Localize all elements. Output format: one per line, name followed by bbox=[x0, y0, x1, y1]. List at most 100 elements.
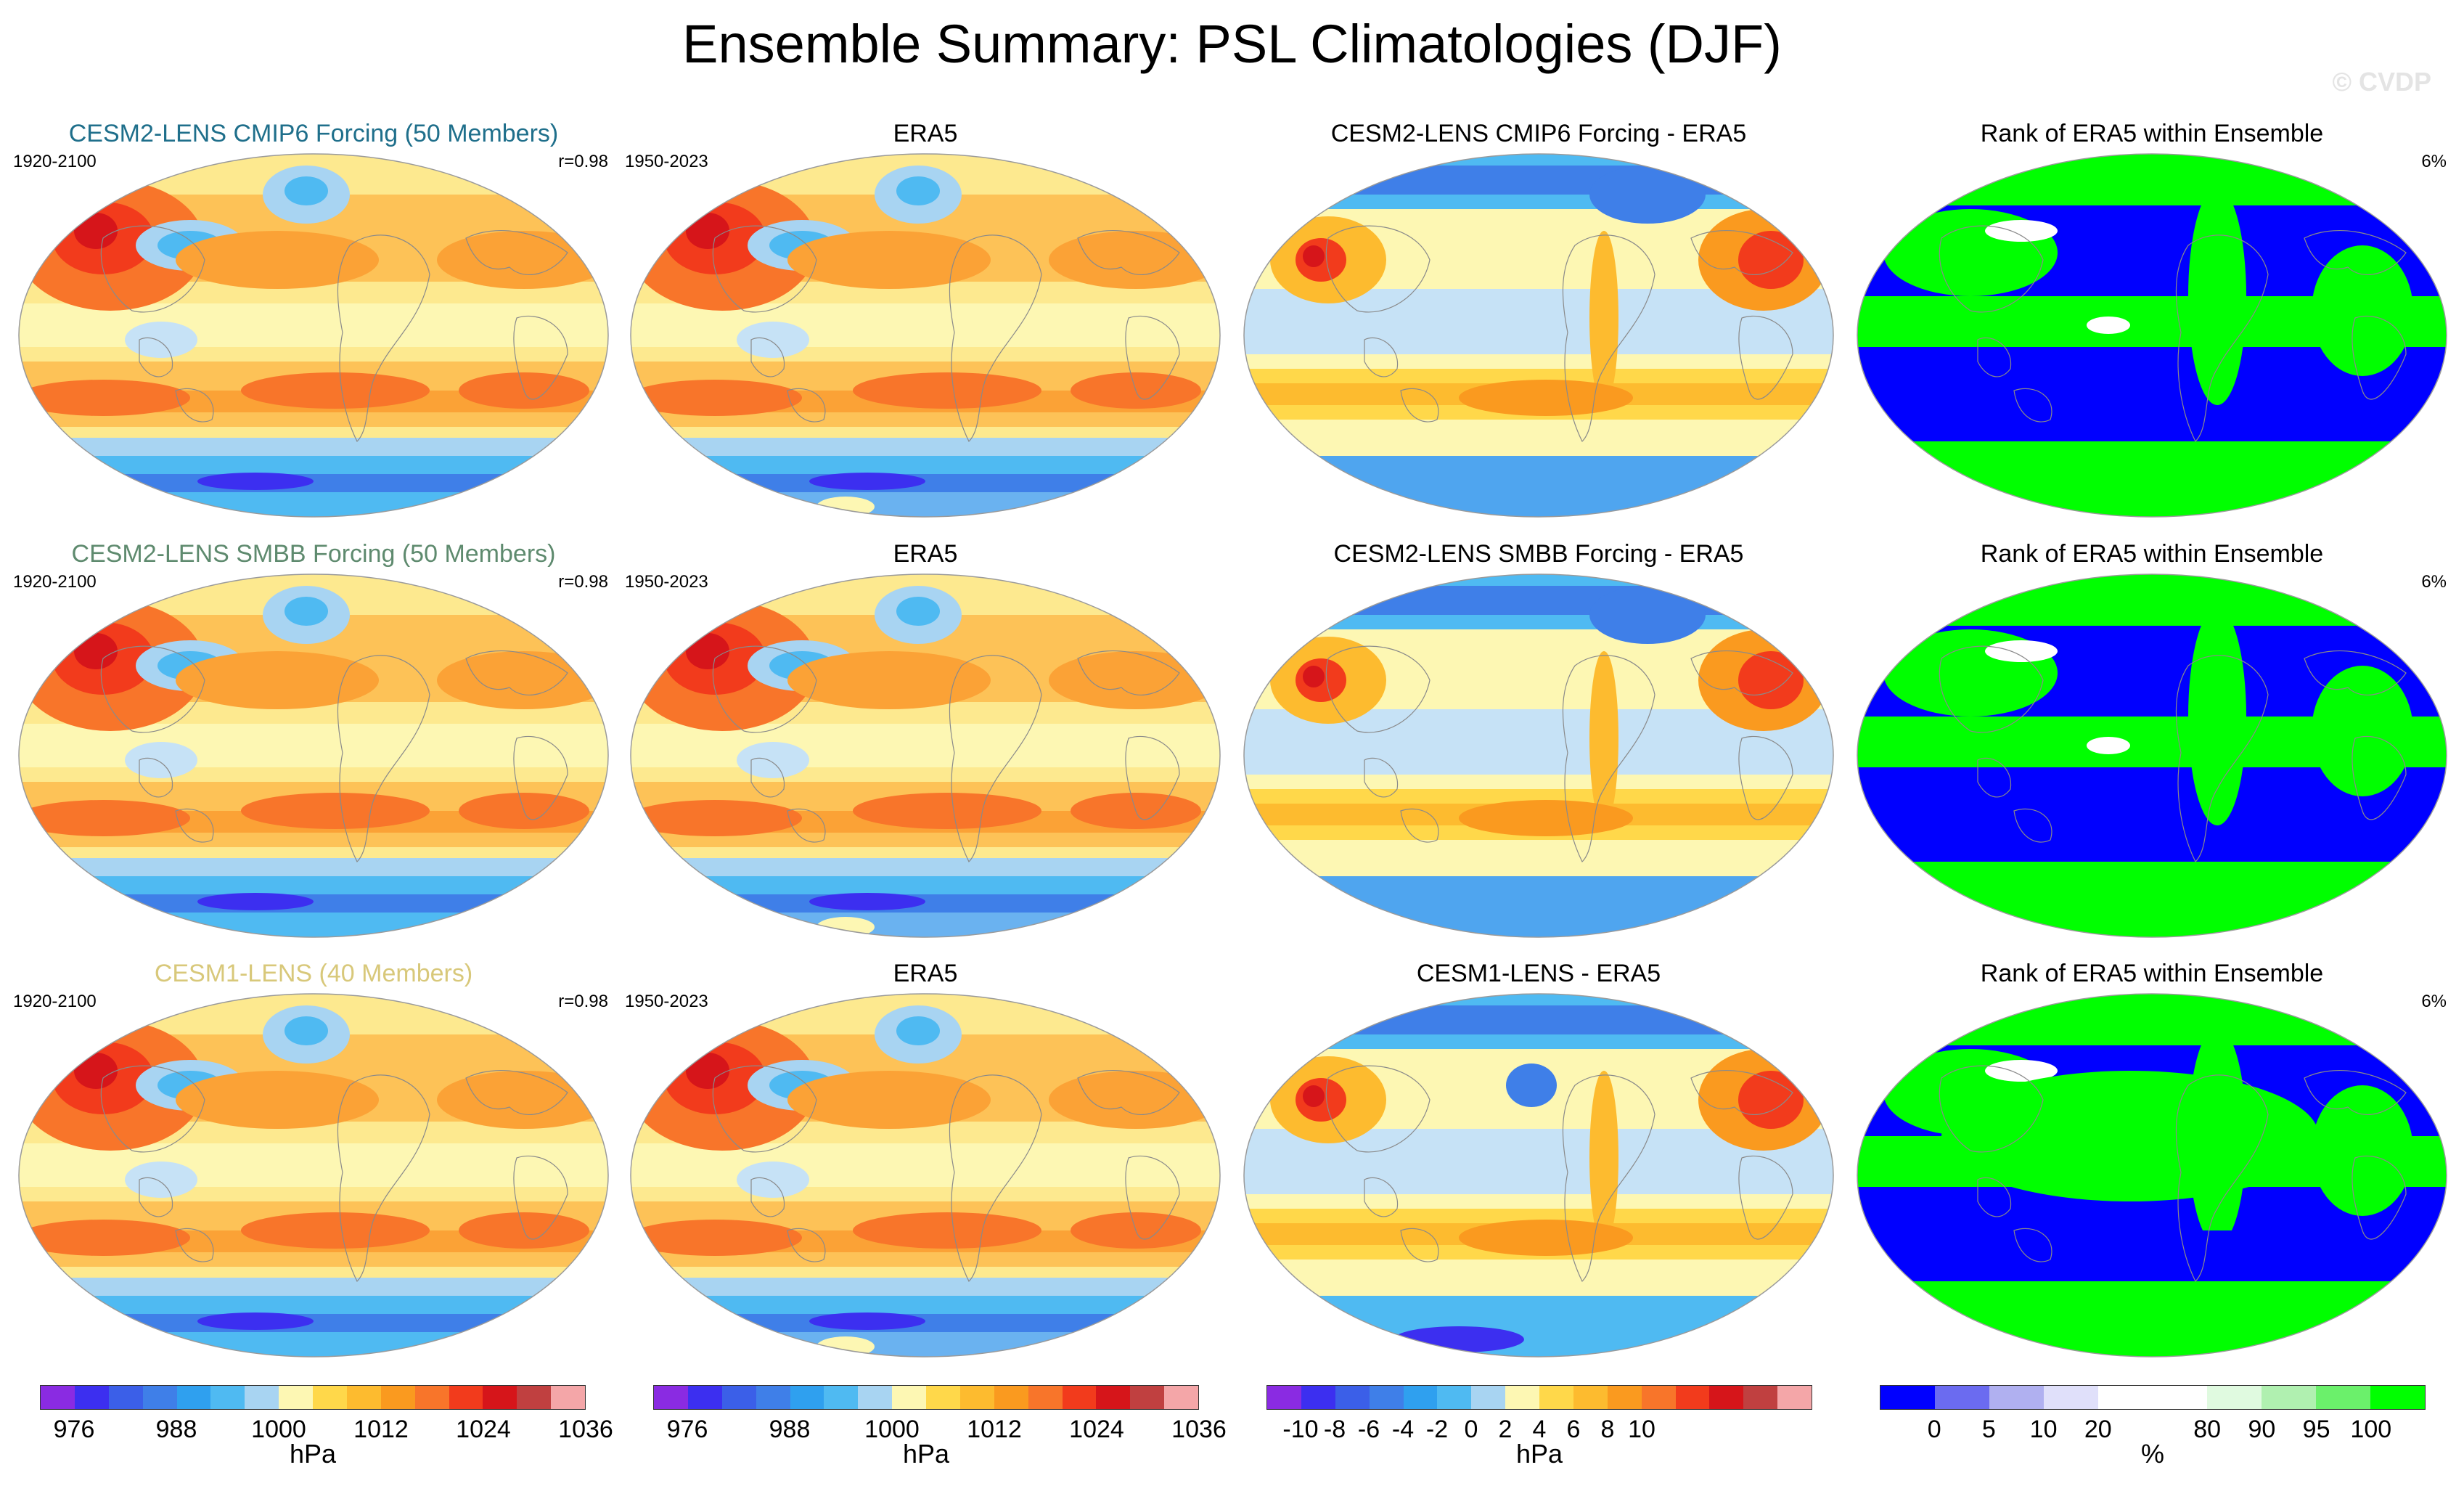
colorbar-swatch bbox=[517, 1386, 552, 1409]
colorbar-tick-label: 80 bbox=[2193, 1416, 2222, 1443]
colorbar-tick-label: -2 bbox=[1425, 1416, 1449, 1443]
colorbar-tick-label: 4 bbox=[1532, 1416, 1547, 1443]
southern-low-core bbox=[809, 1313, 925, 1330]
colorbar-tick-label: 100 bbox=[2350, 1416, 2392, 1443]
africa-high-rank bbox=[2312, 245, 2413, 376]
southern-low-core bbox=[197, 1313, 314, 1330]
colorbar-swatch bbox=[210, 1386, 245, 1409]
south-pacific-high bbox=[853, 372, 1041, 409]
colorbar-swatch bbox=[1062, 1386, 1097, 1409]
southern-high-rank bbox=[1857, 441, 2447, 517]
maritime-continent-low bbox=[737, 742, 809, 778]
colorbar-swatch bbox=[1743, 1386, 1778, 1409]
coastline bbox=[513, 1155, 568, 1240]
colorbar-swatch bbox=[1777, 1386, 1812, 1409]
neutral-rank-patch bbox=[1985, 640, 2058, 662]
colorbar-swatch bbox=[1709, 1386, 1744, 1409]
colorbar-tick-label: 90 bbox=[2248, 1416, 2276, 1443]
map-svg bbox=[1243, 993, 1834, 1358]
antarctic-high bbox=[816, 497, 875, 517]
arctic-negative-core bbox=[1244, 586, 1833, 615]
coastline bbox=[712, 225, 817, 313]
coastline bbox=[750, 337, 785, 377]
subtropical-ridge bbox=[176, 651, 379, 709]
map-border bbox=[18, 993, 609, 1358]
antarctic-negative-band bbox=[1244, 876, 1833, 937]
coastline bbox=[465, 1070, 568, 1115]
colorbar-swatch bbox=[721, 1386, 756, 1409]
colorbar-swatch bbox=[1130, 1386, 1165, 1409]
americas-high-rank bbox=[2188, 608, 2246, 825]
antarctic-band bbox=[631, 492, 1220, 517]
coastline bbox=[2013, 808, 2052, 843]
arctic-negative-core bbox=[1244, 166, 1833, 195]
colorbar-swatch bbox=[1267, 1386, 1301, 1409]
siberian-high-peak bbox=[74, 633, 118, 669]
coastline bbox=[175, 388, 214, 422]
coastline bbox=[2013, 388, 2052, 422]
colorbar-tick-label: -6 bbox=[1357, 1416, 1380, 1443]
equatorial-band bbox=[631, 1143, 1220, 1187]
years-label: 1950-2023 bbox=[625, 572, 708, 592]
azores-high bbox=[437, 231, 608, 289]
map-border bbox=[1857, 993, 2447, 1358]
colorbar-tick-label: 10 bbox=[1628, 1416, 1655, 1443]
panel-title-rank: Rank of ERA5 within Ensemble bbox=[1980, 540, 2324, 568]
colorbar-3 bbox=[1266, 1385, 1812, 1410]
colorbar-swatch bbox=[892, 1386, 926, 1409]
coastline bbox=[1400, 808, 1439, 843]
coastline bbox=[949, 655, 1042, 863]
coastline bbox=[1364, 337, 1399, 377]
correlation-label: r=0.98 bbox=[558, 572, 608, 592]
coastline bbox=[949, 1074, 1042, 1283]
colorbar-swatch bbox=[2153, 1386, 2207, 1409]
greenland-negative bbox=[1589, 166, 1706, 224]
africa-high-rank bbox=[2312, 1085, 2413, 1216]
map-border bbox=[1857, 573, 2447, 938]
colorbar-swatch bbox=[74, 1386, 109, 1409]
colorbar-swatch bbox=[756, 1386, 790, 1409]
map-model-row-1 bbox=[16, 151, 611, 520]
icelandic-low-core bbox=[285, 597, 328, 626]
colorbar-swatch bbox=[1369, 1386, 1404, 1409]
africa-high-rank bbox=[2312, 666, 2413, 796]
colorbar-swatch bbox=[2098, 1386, 2153, 1409]
coastline bbox=[1325, 645, 1430, 733]
neutral-rank-patch bbox=[1985, 220, 2058, 242]
colorbar-swatch bbox=[176, 1386, 211, 1409]
colorbar-swatch bbox=[449, 1386, 483, 1409]
antarctic-band bbox=[631, 1332, 1220, 1357]
icelandic-low-core bbox=[896, 176, 940, 205]
map-svg bbox=[1857, 993, 2447, 1358]
colorbar-tick-label: 1024 bbox=[456, 1416, 511, 1443]
colorbar-swatch bbox=[2370, 1386, 2425, 1409]
colorbar-swatch bbox=[1471, 1386, 1506, 1409]
panel-title-rank: Rank of ERA5 within Ensemble bbox=[1980, 960, 2324, 987]
colorbar-tick-label: 988 bbox=[769, 1416, 811, 1443]
equatorial-band bbox=[19, 724, 608, 767]
colorbar-tick-label: 976 bbox=[666, 1416, 708, 1443]
colorbar-swatch bbox=[1335, 1386, 1370, 1409]
south-indian-high bbox=[631, 800, 802, 836]
map-border bbox=[1857, 153, 2447, 518]
map-svg bbox=[630, 993, 1221, 1358]
coastline bbox=[1125, 315, 1180, 400]
colorbar-swatch bbox=[1880, 1386, 1935, 1409]
antarctic-band bbox=[631, 913, 1220, 937]
coastline bbox=[337, 234, 430, 443]
south-indian-high bbox=[19, 1220, 190, 1256]
map-svg bbox=[18, 573, 609, 938]
antarctic-band bbox=[19, 492, 608, 517]
coastline bbox=[139, 1177, 173, 1217]
siberian-high-peak bbox=[74, 213, 118, 249]
colorbar-tick-label: -4 bbox=[1391, 1416, 1415, 1443]
south-pacific-high bbox=[853, 793, 1041, 829]
coastline bbox=[1562, 655, 1655, 863]
coastline bbox=[1939, 225, 2044, 313]
colorbar-swatch bbox=[1539, 1386, 1573, 1409]
coastline bbox=[1077, 1070, 1180, 1115]
colorbar-tick-label: 8 bbox=[1600, 1416, 1615, 1443]
coastline bbox=[1738, 315, 1793, 400]
map-svg bbox=[1857, 573, 2447, 938]
tibet-peak bbox=[1303, 245, 1325, 267]
